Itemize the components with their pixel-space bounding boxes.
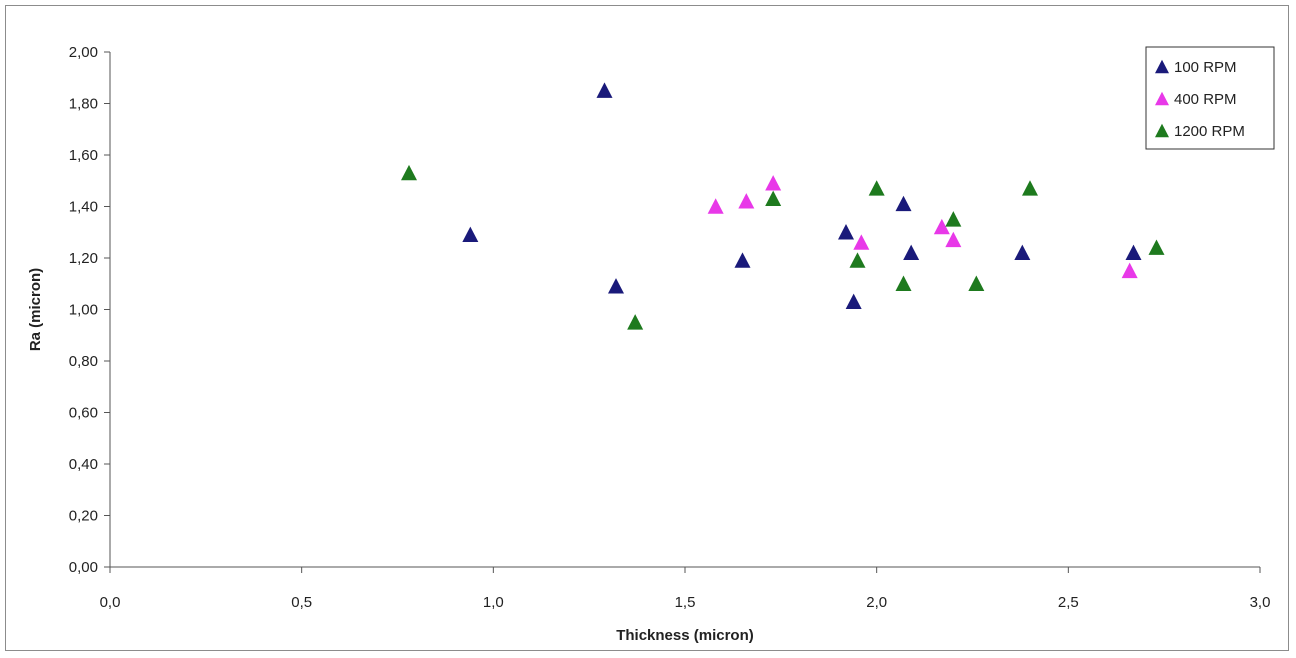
y-axis-title: Ra (micron) (27, 268, 44, 351)
data-point (903, 244, 920, 261)
legend-marker (1155, 123, 1169, 138)
data-point (1014, 244, 1031, 261)
y-tick-label: 1,80 (69, 96, 98, 113)
data-point (707, 198, 724, 214)
data-point (401, 164, 417, 181)
x-tick-label: 1,0 (483, 594, 504, 611)
y-tick-label: 1,60 (69, 147, 98, 164)
y-tick-label: 1,20 (69, 250, 98, 267)
data-point (868, 180, 885, 196)
data-point (1121, 262, 1138, 279)
x-axis-ticks: 0,0 0,5 1,0 1,5 2,0 2,5 3,0 (100, 567, 1271, 611)
legend-label: 100 RPM (1174, 59, 1237, 76)
data-point (849, 252, 866, 268)
x-axis-title: Thickness (micron) (616, 627, 754, 644)
x-tick-label: 1,5 (675, 594, 696, 611)
x-tick-label: 2,0 (866, 594, 887, 611)
x-tick-label: 0,0 (100, 594, 121, 611)
data-point (734, 252, 751, 268)
data-point (933, 218, 950, 235)
legend-box (1145, 46, 1275, 150)
y-tick-label: 0,00 (69, 559, 98, 576)
legend-label: 400 RPM (1174, 91, 1237, 108)
data-point (968, 275, 985, 291)
data-point (1148, 239, 1165, 255)
data-point (895, 275, 912, 291)
data-point (838, 224, 854, 240)
data-point (1125, 244, 1142, 261)
data-point (945, 211, 962, 227)
y-tick-label: 0,60 (69, 405, 98, 422)
y-tick-label: 1,00 (69, 302, 98, 319)
legend-marker (1155, 59, 1169, 74)
data-point (462, 226, 479, 243)
x-tick-label: 0,5 (291, 594, 312, 611)
data-point (738, 193, 755, 209)
data-point (853, 234, 870, 250)
y-axis-ticks: 0,00 0,20 0,40 0,60 0,80 1,00 1,20 1,40 1,60 1,80… (69, 44, 110, 576)
data-points (401, 82, 1165, 330)
legend: 100 RPM 400 RPM 1200 RPM (1145, 46, 1275, 150)
data-point (945, 231, 962, 248)
y-tick-label: 0,80 (69, 353, 98, 370)
data-point (895, 195, 912, 212)
legend-marker (1155, 91, 1169, 106)
data-point (1022, 180, 1038, 196)
y-tick-label: 1,40 (69, 199, 98, 216)
y-tick-label: 0,40 (69, 456, 98, 473)
legend-label: 1200 RPM (1174, 123, 1245, 140)
axes (109, 52, 1260, 568)
y-tick-label: 0,20 (69, 508, 98, 525)
data-point (596, 82, 613, 98)
chart-frame (5, 5, 1289, 651)
data-point (845, 293, 862, 309)
data-point (765, 175, 782, 191)
x-tick-label: 2,5 (1058, 594, 1079, 611)
data-point (608, 278, 624, 294)
x-tick-label: 3,0 (1250, 594, 1271, 611)
data-point (627, 314, 644, 330)
y-tick-label: 2,00 (69, 44, 98, 61)
data-point (765, 190, 782, 206)
